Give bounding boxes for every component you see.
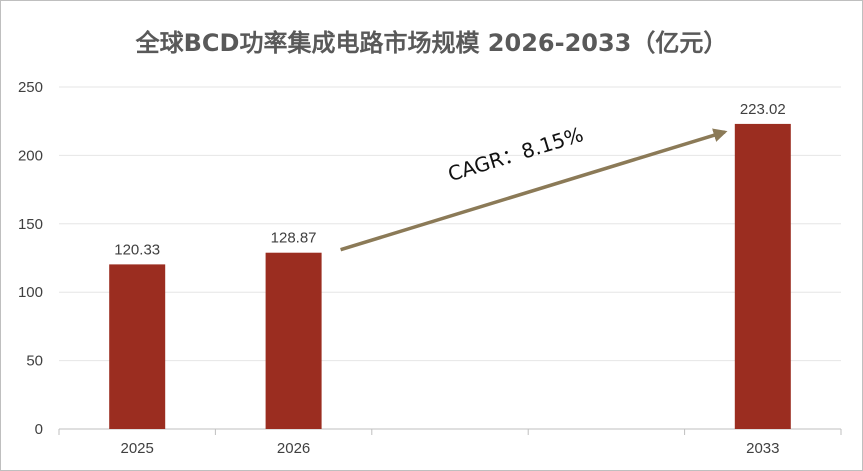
bar-2033 — [734, 123, 791, 430]
data-label-2026: 128.87 — [271, 230, 317, 247]
y-tick-label: 100 — [18, 284, 43, 301]
data-label-2025: 120.33 — [114, 241, 160, 258]
y-tick-label: 150 — [18, 216, 43, 233]
y-tick-label: 250 — [18, 79, 43, 96]
bar-2026 — [265, 252, 322, 429]
cagr-label: CAGR：8.15% — [445, 122, 586, 186]
data-label-2033: 223.02 — [740, 101, 786, 118]
x-tick-label: 2026 — [277, 440, 310, 457]
bar-2025 — [109, 264, 166, 429]
x-tick-label: 2025 — [121, 440, 154, 457]
cagr-arrow — [340, 128, 728, 252]
y-tick-label: 50 — [26, 353, 43, 370]
x-tick-label: 2033 — [746, 440, 779, 457]
chart-title: 全球BCD功率集成电路市场规模 2026-2033（亿元） — [135, 29, 728, 57]
y-tick-label: 0 — [35, 421, 43, 438]
y-tick-label: 200 — [18, 147, 43, 164]
